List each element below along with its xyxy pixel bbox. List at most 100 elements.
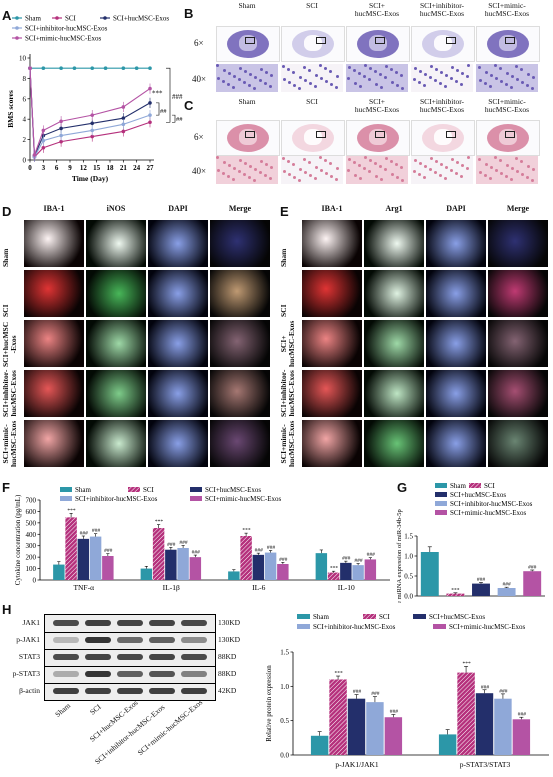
f-legend-swatch-2: [190, 487, 202, 492]
f-x-tick-label: IL-1β: [163, 583, 180, 592]
blot-band: [149, 637, 175, 643]
blot-weight-label-2: 88KD: [218, 652, 237, 661]
inos-row-label-0: Sham: [1, 249, 10, 267]
bracket-right: [166, 67, 171, 123]
blot-lane-label-1: SCI: [87, 702, 103, 717]
inos-tile-r0-c2: [148, 220, 208, 267]
g-sig-label: ###: [502, 582, 511, 588]
cell-dot: [347, 77, 350, 80]
panel-a: A Sham SCI SCI+hucMSC-Exos SCI+inhibitor-hu…: [0, 0, 200, 190]
f-y-tick-label: 600: [26, 508, 37, 516]
blot-protein-label-0: JAK1: [22, 618, 40, 627]
f-bar-1-2: [240, 536, 252, 580]
g-legend-label-4: SCI+mimic-hucMSC-Exos: [450, 509, 527, 517]
inos-tile-r3-c2: [148, 370, 208, 417]
cell-dot: [456, 161, 459, 164]
cell-dot: [380, 86, 383, 89]
cell-dot: [222, 80, 225, 83]
cell-dot: [430, 65, 433, 68]
blot-row-divider: [45, 632, 215, 633]
panel-label-f: F: [2, 480, 10, 495]
data-point-0: [148, 66, 152, 70]
g-y-tick-label: 1.5: [404, 533, 413, 541]
h-sig-label: ***: [462, 661, 471, 667]
zoom-box: [446, 37, 456, 44]
legend-marker-1: [55, 16, 59, 20]
g-sig-label: ###: [477, 577, 486, 583]
nissl-low-tile-4: [476, 26, 540, 62]
f-legend-label-2: SCI+hucMSC-Exos: [205, 486, 261, 494]
cell-dot: [303, 66, 306, 69]
col-header-line: Sham: [238, 97, 256, 106]
f-sig-label: ###: [167, 542, 176, 548]
inos-header-2: DAPI: [168, 204, 188, 213]
cell-dot: [456, 69, 459, 72]
row-label-line: -Exos: [9, 335, 18, 354]
series-line-4: [29, 68, 151, 156]
cell-dot: [520, 68, 523, 71]
x-tick-label-a: 15: [93, 164, 101, 172]
cell-dot: [521, 173, 524, 176]
cell-dot: [445, 166, 448, 169]
blot-row-divider: [45, 683, 215, 684]
cell-dot: [363, 75, 366, 78]
cell-dot: [531, 179, 534, 182]
cell-dot: [347, 169, 350, 172]
cell-dot: [430, 157, 433, 160]
cell-dot: [348, 158, 351, 161]
h-y-tick-label: 1.0: [280, 683, 289, 691]
inos-header-3: Merge: [228, 204, 252, 213]
chart-a-bms-line: Sham SCI SCI+hucMSC-Exos SCI+inhibitor-hucM…: [6, 15, 183, 184]
f-bar-4-2: [277, 564, 289, 580]
nissl-high-tile-0: [216, 64, 278, 92]
cell-dot: [419, 162, 422, 165]
blot-band: [117, 671, 143, 677]
cell-dot: [424, 165, 427, 168]
cell-dot: [379, 165, 382, 168]
cell-dot: [232, 86, 235, 89]
cell-dot: [260, 68, 263, 71]
arg1-header-3: Merge: [506, 204, 530, 213]
cell-dot: [429, 168, 432, 171]
x-tick-label-a: 21: [120, 164, 128, 172]
cell-dot: [418, 81, 421, 84]
f-legend-label-1: SCI: [143, 486, 155, 494]
gray-matter: [434, 129, 452, 145]
panel-g: G Sham SCI SCI+hucMSC-Exos SCI+inhibitor-hu…: [395, 478, 553, 603]
arg1-tile-r2-c1: [364, 320, 424, 367]
cell-dot: [283, 78, 286, 81]
inos-tile-r2-c0: [24, 320, 84, 367]
he-col-header-2: SCI+ hucMSC-Exos: [346, 98, 408, 114]
h-bar-4-0: [384, 717, 403, 755]
he-mag-high: 40×: [192, 166, 207, 176]
data-point-1: [59, 139, 63, 144]
arg1-row-label-3: SCI+inhibitor-hucMSC-Exos: [279, 370, 296, 417]
nissl-low-tile-2: [346, 26, 410, 62]
cell-dot: [304, 171, 307, 174]
cell-dot: [424, 73, 427, 76]
he-low-tile-4: [476, 120, 540, 156]
cell-dot: [444, 85, 447, 88]
cell-dot: [510, 178, 513, 181]
he-col-header-0: Sham: [216, 98, 278, 106]
legend-a: Sham SCI SCI+hucMSC-Exos SCI+inhibitor-hucM…: [12, 15, 169, 43]
cell-dot: [243, 173, 246, 176]
blot-band: [85, 620, 111, 626]
blot-band: [85, 671, 111, 677]
panel-d: D IBA-1 iNOS DAPI Merge Sham SCI SCI+hucMSC -Ex…: [0, 198, 275, 478]
cell-dot: [478, 158, 481, 161]
h-bar-1-0: [329, 679, 347, 755]
cell-dot: [288, 173, 291, 176]
g-y-axis-label: Relative miRNA expression of miR-34b-5p: [396, 509, 403, 603]
cell-dot: [506, 72, 509, 75]
arg1-tile-r0-c0: [302, 220, 362, 267]
x-axis-label-a: Time (Day): [72, 174, 109, 183]
cell-dot: [500, 80, 503, 83]
h-y-tick-label: 0.0: [280, 752, 289, 760]
h-sig-label: ###: [499, 688, 508, 694]
h-y-tick-label: 1.5: [280, 649, 289, 657]
data-point-0: [134, 66, 139, 70]
cell-dot: [270, 166, 273, 169]
cell-dot: [461, 72, 464, 75]
f-sig-label: ###: [192, 550, 201, 556]
